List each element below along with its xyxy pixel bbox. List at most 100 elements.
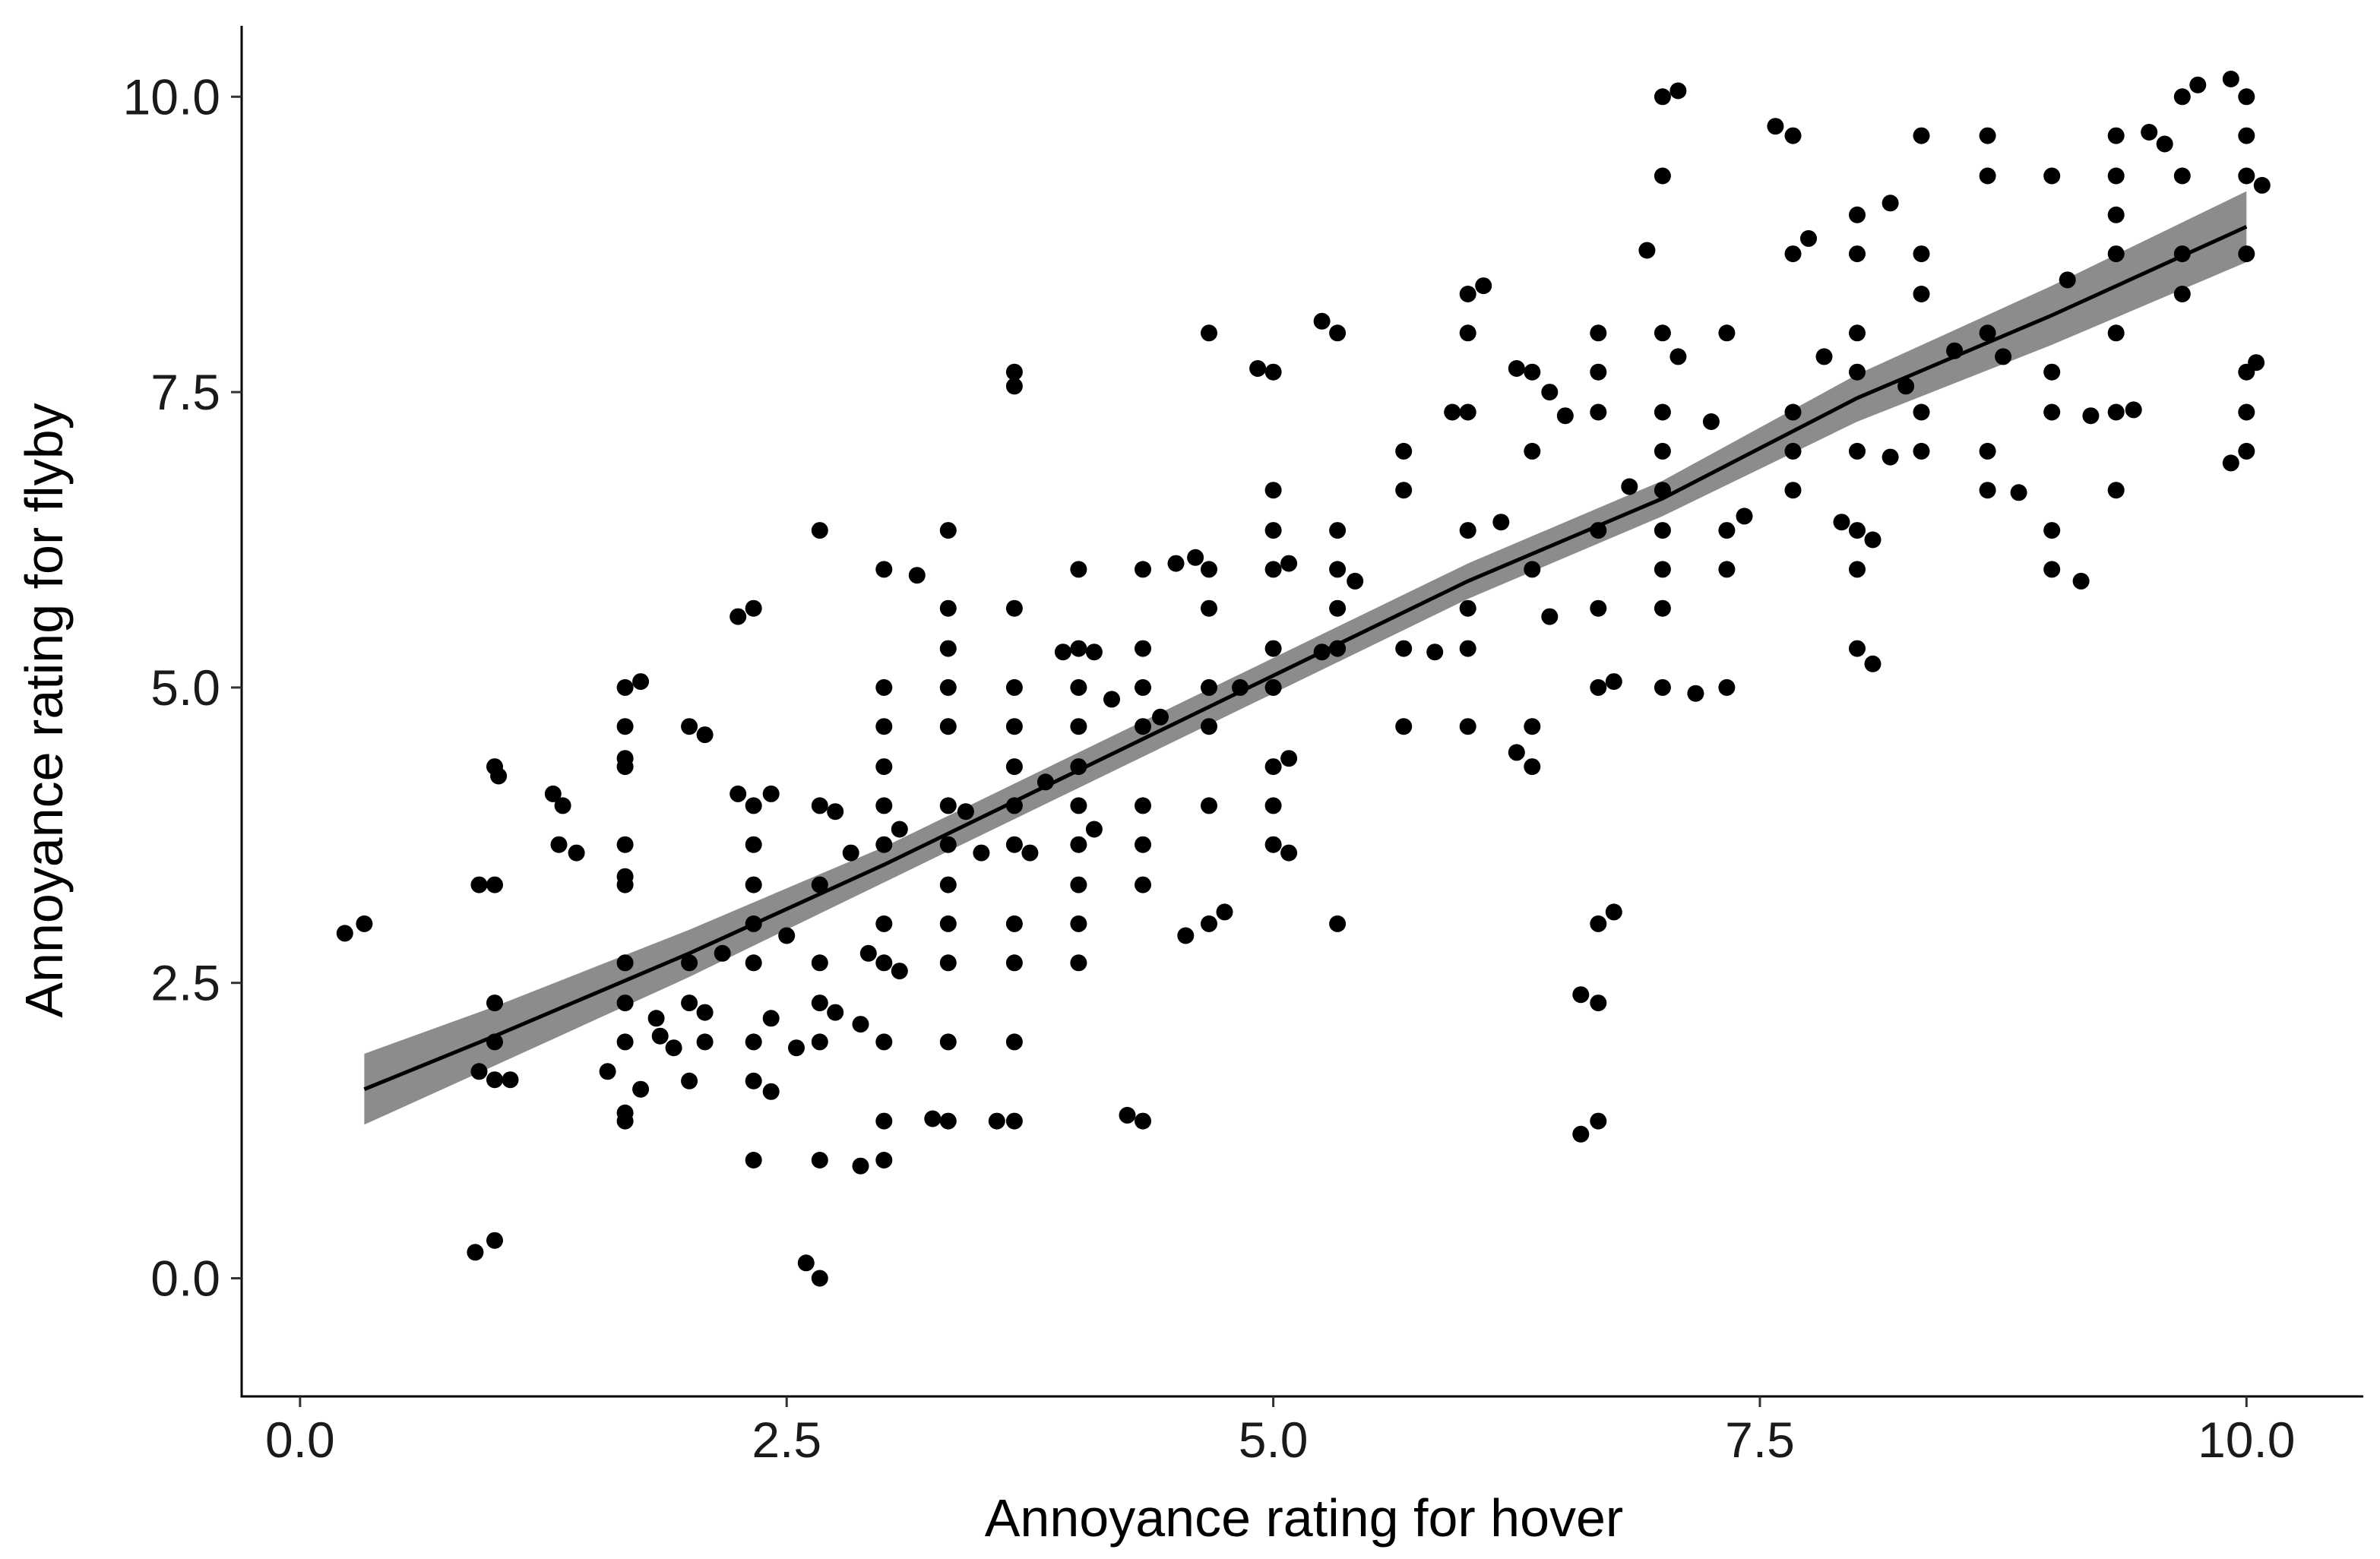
data-point — [336, 925, 353, 942]
data-point — [502, 1071, 519, 1089]
data-point — [1508, 360, 1525, 377]
data-point — [1590, 363, 1607, 381]
data-point — [875, 915, 893, 932]
data-point — [1767, 118, 1784, 135]
data-point — [1459, 718, 1476, 735]
data-point — [1135, 1112, 1151, 1130]
data-point — [1103, 691, 1120, 708]
data-point — [762, 1083, 780, 1100]
data-point — [2173, 167, 2191, 185]
data-point — [568, 844, 585, 862]
data-point — [1085, 644, 1103, 661]
data-point — [1590, 599, 1607, 617]
data-point — [1444, 403, 1461, 421]
data-point — [1085, 821, 1103, 838]
data-point — [1784, 127, 1802, 144]
points-layer — [336, 71, 2271, 1287]
data-point — [811, 876, 828, 893]
data-point — [1605, 673, 1622, 691]
data-point — [681, 1072, 698, 1089]
data-point — [2010, 484, 2027, 501]
data-point — [1070, 915, 1087, 932]
data-point — [2238, 442, 2255, 460]
data-point — [1718, 522, 1736, 539]
data-point — [2189, 76, 2207, 93]
data-point — [470, 876, 488, 893]
data-point — [1070, 678, 1087, 696]
data-point — [1005, 378, 1023, 395]
y-tick-label: 10.0 — [123, 68, 220, 125]
data-point — [745, 1072, 762, 1089]
x-axis-title: Annoyance rating for hover — [985, 1488, 1624, 1548]
y-tick-label: 2.5 — [150, 955, 220, 1011]
data-point — [1654, 561, 1671, 578]
data-point — [1508, 744, 1525, 761]
data-point — [616, 750, 634, 767]
x-tick-label: 10.0 — [2198, 1412, 2295, 1468]
data-point — [2107, 403, 2125, 421]
data-point — [875, 718, 893, 735]
data-point — [1264, 678, 1282, 696]
data-point — [2043, 403, 2061, 421]
data-point — [939, 678, 957, 696]
data-point — [1264, 836, 1282, 853]
data-point — [2141, 124, 2158, 141]
data-point — [1492, 514, 1510, 531]
data-point — [1849, 324, 1866, 342]
data-point — [1815, 348, 1833, 365]
data-point — [1459, 286, 1476, 302]
data-point — [1605, 903, 1622, 921]
data-point — [745, 1152, 762, 1168]
data-point — [1702, 413, 1720, 430]
data-point — [2156, 135, 2173, 153]
data-point — [1395, 482, 1413, 499]
data-point — [1995, 348, 2012, 365]
data-point — [875, 1112, 893, 1130]
data-point — [2107, 324, 2125, 342]
x-tick-label: 2.5 — [752, 1412, 821, 1468]
data-point — [1913, 245, 1930, 263]
data-point — [1201, 678, 1217, 696]
y-tick-label: 7.5 — [150, 364, 220, 420]
data-point — [1654, 599, 1671, 617]
data-point — [1849, 442, 1866, 460]
x-tick-label: 7.5 — [1725, 1412, 1795, 1468]
data-point — [1280, 844, 1298, 862]
data-point — [1524, 758, 1541, 776]
data-point — [2125, 401, 2142, 419]
data-point — [762, 785, 780, 802]
data-point — [1070, 876, 1087, 893]
data-point — [778, 927, 796, 944]
data-point — [2107, 206, 2125, 223]
data-point — [1459, 599, 1476, 617]
fit-line-layer — [363, 225, 2248, 1092]
data-point — [745, 954, 762, 972]
data-point — [1913, 403, 1930, 421]
data-point — [1005, 1033, 1023, 1051]
data-point — [908, 567, 926, 584]
data-point — [1979, 482, 1996, 499]
data-point — [1135, 876, 1151, 893]
data-point — [1135, 797, 1151, 814]
data-point — [1736, 508, 1753, 525]
data-point — [827, 1004, 844, 1021]
data-point — [2043, 561, 2061, 578]
data-point — [1005, 718, 1023, 735]
data-point — [1524, 561, 1541, 578]
data-point — [939, 522, 957, 539]
data-point — [1152, 708, 1169, 726]
data-point — [891, 963, 908, 980]
data-point — [1590, 915, 1607, 932]
data-point — [1201, 797, 1217, 814]
data-point — [1021, 844, 1039, 862]
data-point — [681, 718, 698, 735]
data-point — [1426, 644, 1444, 661]
data-point — [811, 522, 828, 539]
data-point — [1864, 655, 1882, 672]
data-point — [745, 836, 762, 853]
data-point — [1882, 194, 1899, 212]
data-point — [1718, 678, 1736, 696]
data-point — [2238, 245, 2255, 263]
data-point — [2238, 88, 2255, 106]
data-point — [745, 599, 762, 617]
